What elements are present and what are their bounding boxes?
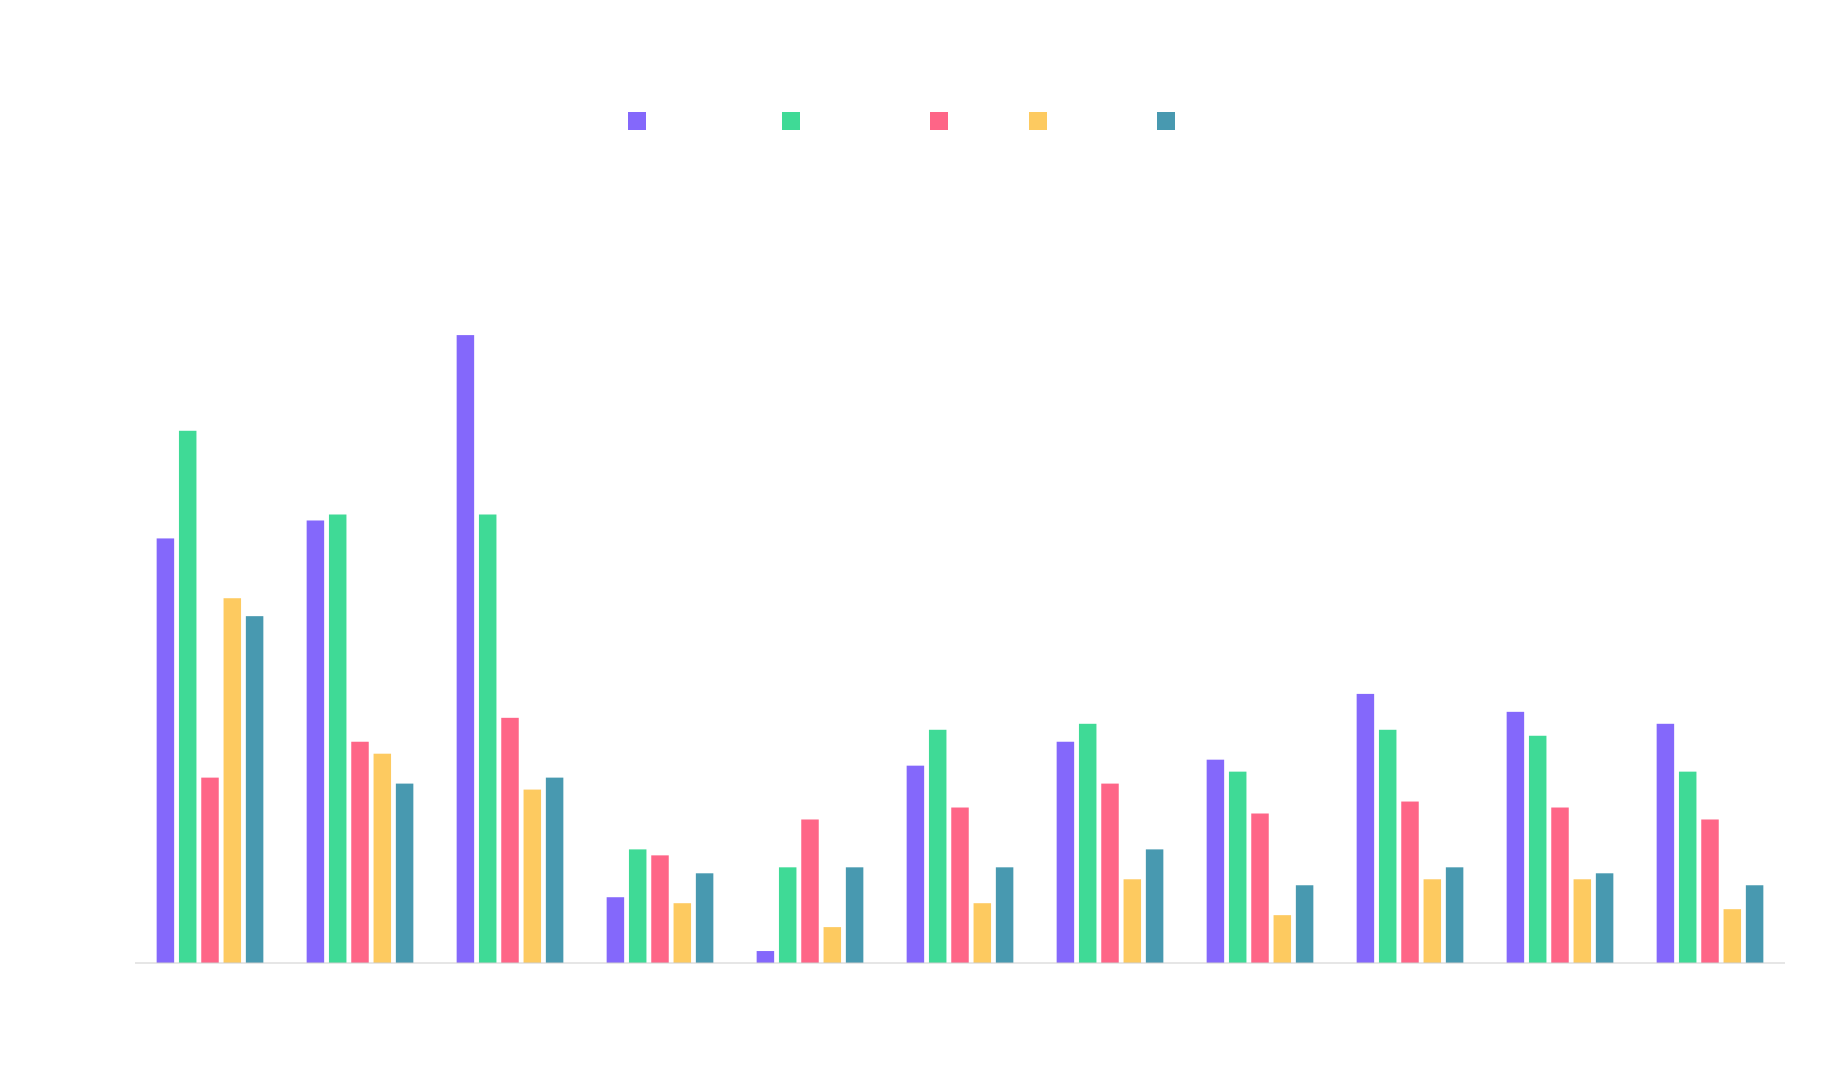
bar <box>1573 879 1592 963</box>
bar <box>1123 879 1142 963</box>
bar <box>1228 771 1247 963</box>
legend-item[interactable] <box>782 112 800 130</box>
bar <box>606 897 625 963</box>
bar <box>1528 735 1547 963</box>
bar <box>501 717 519 963</box>
bar <box>373 753 392 963</box>
bar <box>906 765 925 963</box>
legend-swatch <box>1157 112 1175 130</box>
plot-area <box>156 335 1764 964</box>
bar <box>778 867 797 963</box>
bar <box>1078 723 1097 963</box>
bar <box>973 903 992 963</box>
legend-swatch <box>782 112 800 130</box>
bar <box>1595 873 1614 963</box>
bar <box>545 777 564 963</box>
bar <box>351 741 369 963</box>
bar <box>1401 801 1419 963</box>
bar <box>306 520 325 963</box>
legend-item[interactable] <box>1029 112 1047 130</box>
bar <box>1273 915 1292 963</box>
bar <box>651 855 669 963</box>
bar <box>523 789 542 963</box>
bar <box>628 849 647 963</box>
bar <box>1101 783 1119 963</box>
bar <box>845 867 864 963</box>
bar <box>223 598 242 963</box>
bar <box>1056 741 1075 963</box>
legend-swatch <box>930 112 948 130</box>
bar <box>928 729 947 963</box>
bar <box>456 335 475 964</box>
legend-swatch <box>628 112 646 130</box>
bar <box>801 819 819 963</box>
bar <box>1701 819 1719 963</box>
legend <box>628 112 1175 130</box>
bar <box>695 873 714 963</box>
bar <box>156 538 175 963</box>
bar <box>1678 771 1697 963</box>
bar <box>201 777 219 963</box>
bar <box>395 783 414 963</box>
legend-item[interactable] <box>930 112 948 130</box>
bar <box>756 951 775 963</box>
bar <box>995 867 1014 963</box>
bar <box>245 616 264 963</box>
bar <box>1206 759 1225 963</box>
bar <box>1445 867 1464 963</box>
bar <box>1145 849 1164 963</box>
bar <box>178 430 197 963</box>
bar <box>1295 885 1314 963</box>
bar <box>1745 885 1764 963</box>
bar <box>1551 807 1569 963</box>
bar <box>328 514 347 963</box>
legend-item[interactable] <box>628 112 646 130</box>
bar <box>1251 813 1269 963</box>
bar <box>478 514 497 963</box>
bar <box>1378 729 1397 963</box>
bar <box>1423 879 1442 963</box>
legend-swatch <box>1029 112 1047 130</box>
bar <box>1356 693 1375 963</box>
bar <box>951 807 969 963</box>
legend-item[interactable] <box>1157 112 1175 130</box>
bar <box>1506 711 1525 963</box>
bar <box>1656 723 1675 963</box>
bar <box>823 927 842 963</box>
bar <box>673 903 692 963</box>
bar <box>1723 909 1742 963</box>
